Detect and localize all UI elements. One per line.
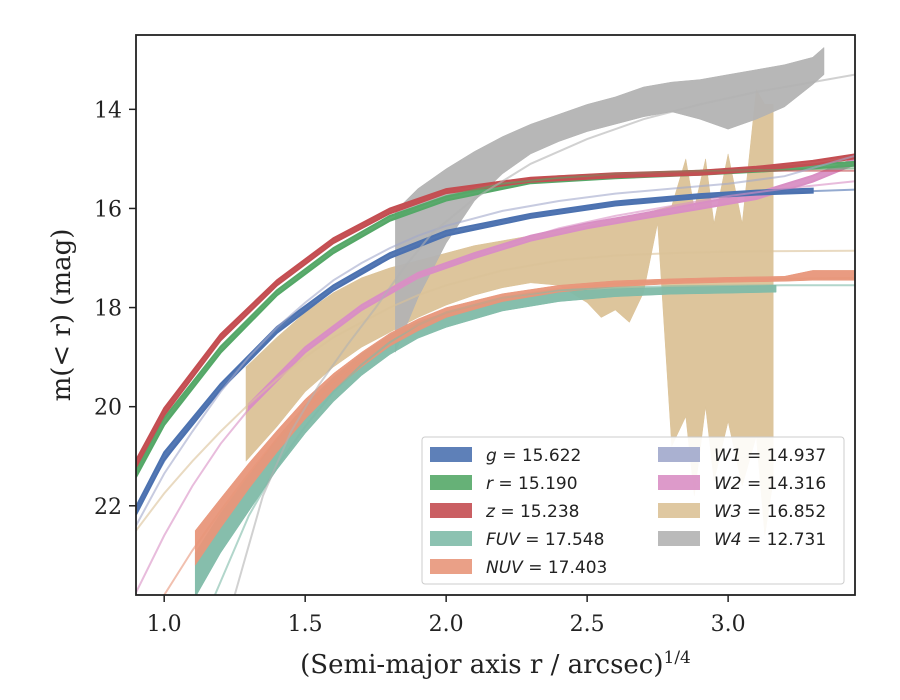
- legend-swatch-fuv: [430, 531, 472, 546]
- legend-swatch-w2: [658, 475, 700, 490]
- legend-swatch-w1: [658, 447, 700, 462]
- model-curve-z: [136, 169, 855, 465]
- legend-swatch-nuv: [430, 559, 472, 574]
- model-curve-w3: [136, 249, 855, 532]
- x-tick-label: 2.0: [429, 612, 464, 637]
- legend-swatch-w3: [658, 503, 700, 518]
- y-tick-label: 22: [94, 495, 122, 520]
- legend-label-z: z = 15.238: [485, 502, 579, 522]
- y-axis-label: m(< r) (mag): [47, 229, 77, 402]
- legend-swatch-r: [430, 475, 472, 490]
- plot-frame: [135, 34, 856, 596]
- band-z: [136, 153, 855, 468]
- model-curve-w2: [136, 180, 855, 593]
- model-curve-g: [136, 188, 855, 512]
- legend-label-w1: W1 = 14.937: [714, 446, 826, 466]
- y-axis-ticks: 14 16 18 20 22: [94, 98, 136, 520]
- legend-label-fuv: FUV = 17.548: [486, 530, 604, 550]
- legend-swatch-g: [430, 447, 472, 462]
- legend: g = 15.622 r = 15.190 z = 15.238 FUV = 17.5…: [421, 436, 845, 585]
- model-curve-w4: [233, 73, 855, 595]
- legend-swatch-w4: [658, 531, 700, 546]
- x-tick-label: 2.5: [570, 612, 605, 637]
- x-tick-label: 3.0: [711, 612, 746, 637]
- legend-label-nuv: NUV = 17.403: [486, 558, 607, 578]
- y-tick-label: 14: [94, 98, 122, 123]
- x-tick-label: 1.5: [288, 612, 323, 637]
- legend-label-w3: W3 = 16.852: [714, 502, 826, 522]
- model-curve-w1: [136, 154, 855, 527]
- legend-label-g: g = 15.622: [486, 446, 581, 466]
- y-tick-label: 20: [94, 396, 122, 421]
- x-axis-ticks: 1.0 1.5 2.0 2.5 3.0: [147, 595, 746, 637]
- band-nuv: [194, 270, 855, 567]
- legend-swatch-z: [430, 503, 472, 518]
- x-tick-label: 1.0: [147, 612, 182, 637]
- legend-label-w4: W4 = 12.731: [714, 530, 826, 550]
- legend-box: [421, 436, 845, 585]
- x-axis-label: (Semi-major axis r / arcsec)1/4: [300, 648, 691, 680]
- y-tick-label: 16: [94, 197, 122, 222]
- band-w4: [395, 46, 825, 353]
- legend-label-r: r = 15.190: [486, 474, 578, 494]
- model-curves: [136, 73, 855, 595]
- x-axis-label-exponent: 1/4: [664, 648, 691, 668]
- legend-label-w2: W2 = 14.316: [714, 474, 826, 494]
- model-curve-nuv: [163, 277, 855, 595]
- y-tick-label: 18: [94, 297, 122, 322]
- x-axis-label-main: (Semi-major axis r / arcsec): [300, 650, 663, 680]
